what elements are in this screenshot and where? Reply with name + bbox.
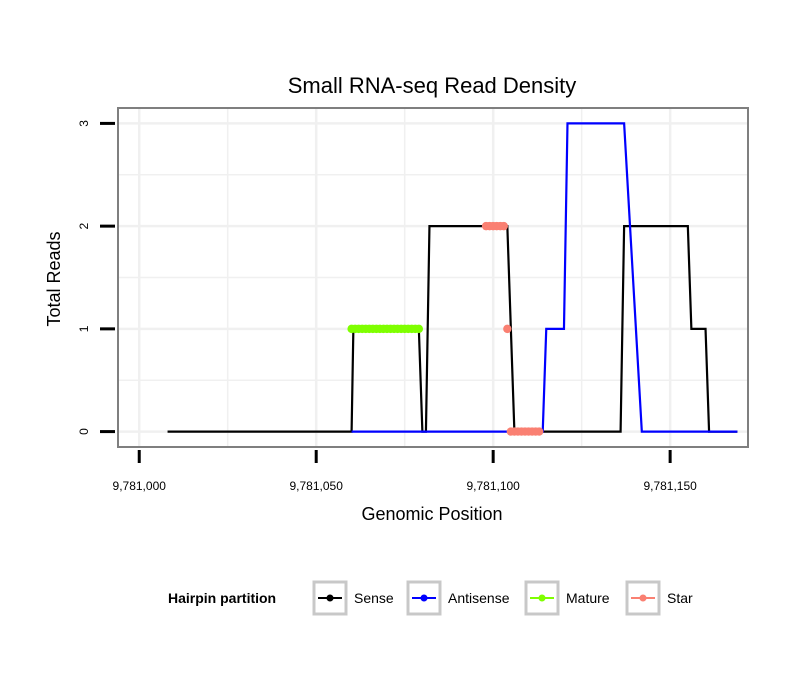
data-point-star	[503, 324, 512, 334]
data-point-star	[499, 221, 508, 231]
x-tick-label: 9,781,100	[466, 479, 520, 493]
series-mature	[347, 324, 424, 334]
series-antisense	[351, 122, 738, 433]
legend-item-star: Star	[625, 580, 693, 616]
legend-key-dot	[326, 594, 334, 602]
legend-item-antisense: Antisense	[406, 580, 510, 616]
x-tick-label: 9,781,150	[643, 479, 697, 493]
y-tick-label: 2	[77, 222, 91, 229]
legend-items: Sense Antisense Mature Star	[312, 580, 693, 616]
legend: Hairpin partition Sense Antisense Mature St…	[168, 580, 693, 616]
y-tick-label: 0	[77, 428, 91, 435]
y-axis-title: Total Reads	[44, 231, 64, 326]
series-star	[481, 221, 544, 436]
x-tick-label: 9,781,050	[290, 479, 344, 493]
legend-item-sense: Sense	[312, 580, 394, 616]
legend-key-dot	[639, 594, 647, 602]
legend-key-dot	[538, 594, 546, 602]
series-group	[167, 122, 738, 436]
plot-panel-border	[117, 107, 749, 448]
legend-label: Star	[667, 590, 693, 606]
y-tick-label: 1	[77, 325, 91, 332]
x-tick-label: 9,781,000	[113, 479, 167, 493]
legend-item-mature: Mature	[524, 580, 610, 616]
legend-label: Sense	[354, 590, 394, 606]
data-point-mature	[414, 324, 424, 334]
legend-label: Antisense	[448, 590, 510, 606]
legend-key-dot	[420, 594, 428, 602]
axes: 9,781,000 9,781,050 9,781,100 9,781,150 0 1 2 3	[77, 120, 697, 493]
legend-label: Mature	[566, 590, 610, 606]
series-line-antisense	[351, 122, 738, 433]
y-tick-label: 3	[77, 120, 91, 127]
legend-title: Hairpin partition	[168, 590, 276, 606]
chart-title: Small RNA-seq Read Density	[288, 73, 577, 98]
x-axis-title: Genomic Position	[361, 504, 502, 524]
data-point-star	[534, 427, 544, 436]
